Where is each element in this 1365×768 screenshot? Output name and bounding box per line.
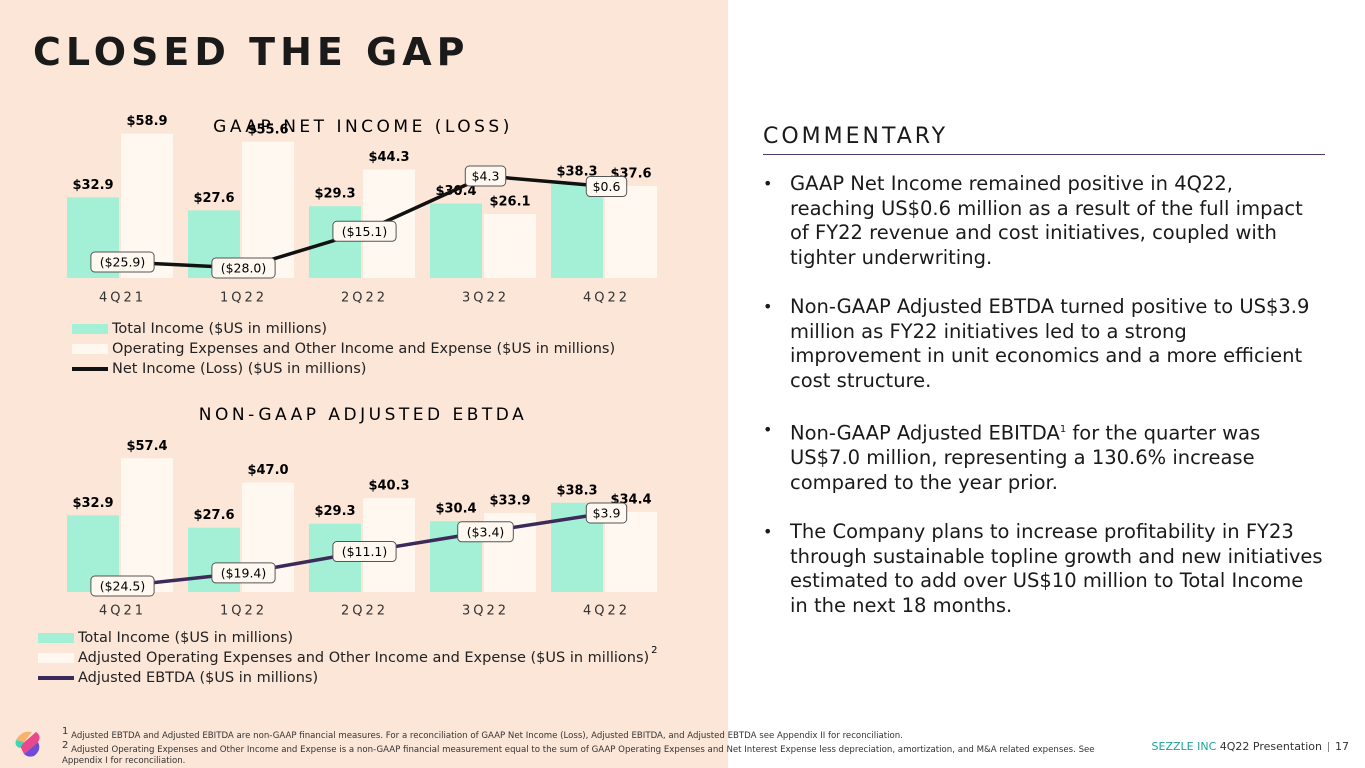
legend-swatch: [72, 344, 108, 354]
x-tick-label: 2Q22: [341, 604, 388, 619]
footnote: 1 Adjusted EBTDA and Adjusted EBITDA are…: [62, 726, 1102, 741]
bullet-text: The Company plans to increase profitabil…: [790, 520, 1323, 617]
bar-value-label: $26.1: [489, 195, 530, 210]
bullet-text: GAAP Net Income remained positive in 4Q2…: [790, 172, 1303, 269]
footnote: 2 Adjusted Operating Expenses and Other …: [62, 741, 1102, 766]
line-label-box: [332, 541, 397, 563]
bar: [605, 185, 657, 278]
line-label-box: [457, 521, 514, 543]
footnote-mark: 2: [62, 740, 69, 752]
footnote-ref: 1: [1059, 424, 1067, 435]
line-label-box: [585, 502, 628, 524]
line-value-label: $3.9: [593, 506, 621, 521]
legend-label: Operating Expenses and Other Income and …: [112, 341, 615, 357]
legend-swatch: [38, 653, 74, 663]
bar-value-label: $29.3: [314, 504, 355, 519]
separator: [1328, 742, 1329, 752]
line-value-label: ($15.1): [342, 224, 388, 239]
logo: [15, 731, 40, 757]
x-tick-label: 3Q22: [462, 291, 509, 306]
left-panel: [0, 0, 728, 768]
line-value-label: ($24.5): [100, 579, 146, 594]
line-value-label: ($19.4): [221, 565, 267, 580]
bar: [551, 184, 603, 278]
line-value-label: ($25.9): [100, 255, 146, 270]
line-label-box: [90, 575, 155, 597]
footnote-text: Adjusted Operating Expenses and Other In…: [62, 745, 1095, 766]
bar-value-label: $40.3: [368, 479, 409, 494]
page-title: CLOSED THE GAP: [33, 30, 470, 74]
footnote-text: Adjusted EBTDA and Adjusted EBITDA are n…: [71, 730, 903, 741]
x-tick-label: 1Q22: [220, 291, 267, 306]
bar: [605, 511, 657, 592]
bullet: Non-GAAP Adjusted EBITDA1 for the quarte…: [763, 418, 1323, 495]
footer: SEZZLE INC 4Q22 Presentation 17: [1152, 740, 1349, 753]
commentary-rule: [763, 154, 1325, 155]
chart-title: NON-GAAP ADJUSTED EBTDA: [199, 405, 527, 425]
bullet-text: Non-GAAP Adjusted EBTDA turned positive …: [790, 295, 1310, 392]
x-tick-label: 4Q22: [583, 604, 630, 619]
bullet: GAAP Net Income remained positive in 4Q2…: [763, 172, 1323, 270]
line-label-box: [464, 165, 507, 187]
legend-label: Total Income ($US in millions): [77, 630, 293, 646]
bullet-text: for the quarter was US$7.0 million, repr…: [790, 421, 1261, 494]
commentary-bullets: GAAP Net Income remained positive in 4Q2…: [763, 172, 1323, 643]
x-tick-label: 2Q22: [341, 291, 388, 306]
legend-label: Adjusted Operating Expenses and Other In…: [78, 650, 649, 666]
bar: [430, 203, 482, 278]
line-label-box: [90, 251, 155, 273]
footnotes: 1 Adjusted EBTDA and Adjusted EBITDA are…: [62, 726, 1102, 766]
bar-value-label: $29.3: [314, 187, 355, 202]
chart-title: GAAP NET INCOME (LOSS): [213, 117, 513, 137]
legend-label: Net Income (Loss) ($US in millions): [112, 361, 366, 377]
legend-label: Adjusted EBTDA ($US in millions): [78, 670, 318, 686]
footnote-mark: 1: [62, 726, 69, 737]
line-value-label: ($11.1): [342, 544, 388, 559]
bar-value-label: $30.4: [435, 502, 476, 517]
line-label-box: [211, 562, 276, 584]
x-tick-label: 4Q21: [99, 604, 146, 619]
bar-value-label: $27.6: [193, 508, 234, 523]
line-value-label: ($28.0): [221, 261, 267, 276]
line-label-box: [585, 176, 628, 198]
legend-swatch: [38, 633, 74, 643]
line-label-box: [332, 220, 397, 242]
bar-value-label: $57.4: [126, 439, 167, 454]
bullet: The Company plans to increase profitabil…: [763, 520, 1323, 618]
presentation: 4Q22 Presentation: [1219, 740, 1322, 753]
bar-value-label: $58.9: [126, 114, 167, 129]
x-tick-label: 4Q21: [99, 291, 146, 306]
x-tick-label: 3Q22: [462, 604, 509, 619]
bar-value-label: $33.9: [489, 494, 530, 509]
x-tick-label: 1Q22: [220, 604, 267, 619]
legend-note: 2: [651, 645, 657, 656]
page-number: 17: [1335, 740, 1349, 753]
bar: [121, 458, 173, 592]
bar-value-label: $32.9: [72, 496, 113, 511]
bullet-text: Non-GAAP Adjusted EBITDA: [790, 421, 1060, 445]
bar-value-label: $27.6: [193, 191, 234, 206]
line-value-label: ($3.4): [467, 524, 505, 539]
bar-value-label: $55.6: [247, 122, 288, 137]
commentary-title: COMMENTARY: [763, 124, 949, 149]
bar: [484, 214, 536, 278]
bar-value-label: $38.3: [556, 483, 597, 498]
line-label-box: [211, 257, 276, 279]
bar-value-label: $38.3: [556, 165, 597, 180]
bar-value-label: $44.3: [368, 150, 409, 165]
bar-value-label: $32.9: [72, 178, 113, 193]
bullet: Non-GAAP Adjusted EBTDA turned positive …: [763, 295, 1323, 393]
line-value-label: $0.6: [593, 179, 621, 194]
company: SEZZLE INC: [1151, 740, 1217, 753]
line-value-label: $4.3: [472, 169, 500, 184]
legend-label: Total Income ($US in millions): [111, 321, 327, 337]
legend-swatch: [72, 324, 108, 334]
bar: [309, 206, 361, 278]
charts: GAAP NET INCOME (LOSS) 4Q21 1Q22 2Q22 3Q22 4Q…: [38, 114, 658, 686]
x-tick-label: 4Q22: [583, 291, 630, 306]
bar-value-label: $47.0: [247, 463, 288, 478]
